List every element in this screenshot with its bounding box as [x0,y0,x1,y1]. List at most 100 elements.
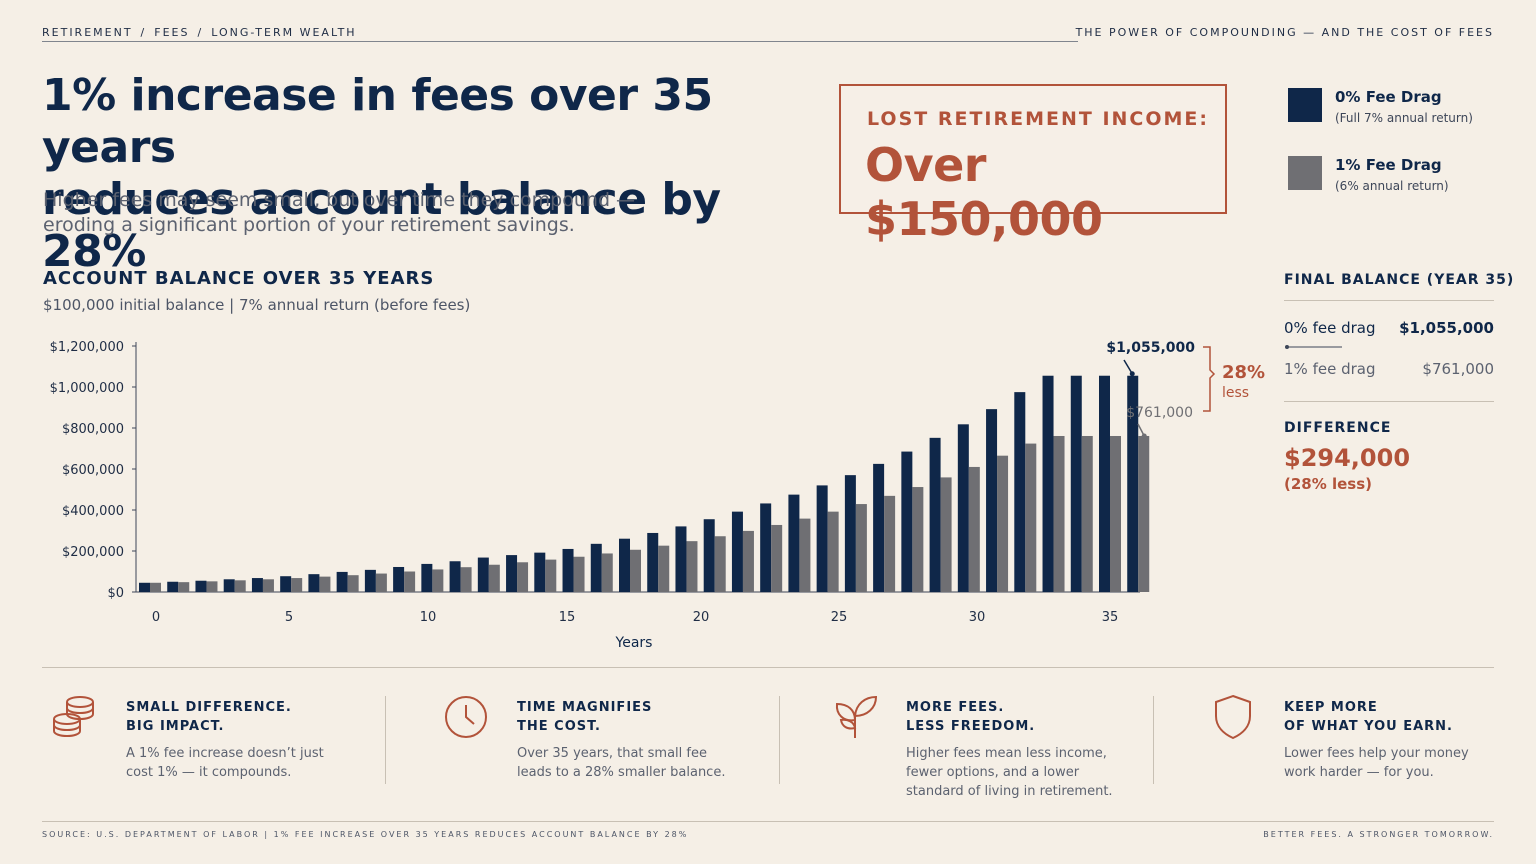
bar-fee [997,455,1009,592]
bar-no-fee [788,494,800,592]
y-tick-label: $1,200,000 [50,340,124,355]
feature-separator [385,696,386,784]
feature-text: A 1% fee increase doesn’t just cost 1% —… [126,746,324,780]
x-tick-label: 25 [831,610,848,625]
breadcrumb-item[interactable]: RETIREMENT [42,26,133,39]
x-tick-label: 30 [969,610,986,625]
breadcrumb-separator: / [140,26,147,39]
annotation-percent-word: less [1222,385,1249,401]
bar-fee [968,466,980,592]
bar-no-fee [619,538,630,592]
page-subtitle: Higher fees may seem small, but over tim… [43,188,643,238]
final-balance-row-fee: 1% fee drag $761,000 [1284,360,1494,378]
x-tick-label: 20 [693,610,710,625]
lost-income-value: Over $150,000 [865,138,1103,246]
legend-name-no-fee: 0% Fee Drag [1335,88,1442,106]
bar-no-fee [590,543,602,592]
bar-fee [178,582,190,592]
breadcrumb-item[interactable]: FEES [154,26,190,39]
annotation-dot [1129,371,1135,377]
bar-no-fee [280,576,292,592]
bar-no-fee [1070,375,1082,592]
bar-fee [375,573,387,592]
bar-fee [517,562,529,592]
bar-no-fee [703,519,715,592]
bar-fee [1053,435,1065,592]
bar-fee [742,530,754,592]
bar-fee [630,549,641,592]
bar-no-fee [167,581,179,592]
feature-separator [779,696,780,784]
bar-no-fee [251,578,263,592]
final-balance-row-no-fee: 0% fee drag $1,055,000 [1284,319,1494,337]
bar-fee [460,567,472,592]
page-tagline: THE POWER OF COMPOUNDING — AND THE COST … [1075,26,1494,39]
y-tick-label: $600,000 [62,463,124,478]
bar-fee [234,580,246,592]
bar-no-fee [364,569,376,592]
y-tick-label: $0 [107,586,124,601]
feature-small-difference: SMALL DIFFERENCE. BIG IMPACT. A 1% fee i… [50,694,370,804]
title-line-1: 1% increase in fees over 35 years [42,70,713,173]
final-balance-label: 1% fee drag [1284,360,1376,378]
bar-fee [1025,443,1037,592]
bar-no-fee [139,582,150,592]
y-tick-label: $800,000 [62,422,124,437]
legend-swatch-fee [1288,156,1322,190]
bar-fee [262,579,274,592]
page-title: 1% increase in fees over 35 years reduce… [42,70,822,278]
y-tick-label: $400,000 [62,504,124,519]
bar-no-fee [1042,375,1054,592]
breadcrumb-separator: / [197,26,204,39]
annotation-percent: 28% [1222,362,1265,383]
annotation-top-value: $1,055,000 [1106,340,1195,356]
bar-no-fee [308,574,320,592]
difference-percent: (28% less) [1284,475,1373,493]
footer-divider [42,821,1494,822]
bar-no-fee [562,548,574,592]
bar-fee [347,575,359,592]
bar-fee [573,556,585,592]
lost-income-label: LOST RETIREMENT INCOME: [867,108,1210,130]
difference-divider [1284,401,1494,402]
x-tick-label: 0 [152,610,160,625]
bar-no-fee [449,561,461,592]
bar-fee [884,495,896,592]
feature-text: Over 35 years, that small fee leads to a… [517,746,726,780]
bar-fee [771,524,783,592]
top-bar: RETIREMENT / FEES / LONG-TERM WEALTH THE POW… [42,26,1494,44]
feature-text: Higher fees mean less income, fewer opti… [906,746,1113,799]
bar-no-fee [336,571,348,592]
bar-no-fee [223,579,235,592]
feature-title: SMALL DIFFERENCE. BIG IMPACT. [126,700,292,734]
clock-icon [445,696,487,738]
footer-source: SOURCE: U.S. DEPARTMENT OF LABOR | 1% FE… [42,830,689,839]
bar-fee [658,545,670,592]
sprout-icon [835,695,878,738]
breadcrumb-item[interactable]: LONG-TERM WEALTH [211,26,357,39]
bar-no-fee [1127,375,1139,592]
bar-fee [404,571,416,592]
y-tick-label: $200,000 [62,545,124,560]
footer-tagline: BETTER FEES. A STRONGER TOMORROW. [1263,830,1494,839]
bar-no-fee [421,563,433,592]
feature-time-magnifies: TIME MAGNIFIES THE COST. Over 35 years, … [443,694,763,804]
feature-separator [1153,696,1154,784]
lost-income-callout: LOST RETIREMENT INCOME: Over $150,000 [839,84,1227,246]
coins-icon [53,696,94,738]
chart-legend: 0% Fee Drag (Full 7% annual return) 1% F… [1288,86,1518,206]
bar-no-fee [647,532,659,592]
feature-keep-more: KEEP MORE OF WHAT YOU EARN. Lower fees h… [1212,694,1502,804]
bar-no-fee [534,552,546,592]
feature-title: KEEP MORE OF WHAT YOU EARN. [1284,700,1453,734]
annotation-bottom-value: $761,000 [1126,405,1193,421]
x-tick-label: 10 [420,610,437,625]
annotation-dot [1141,433,1147,439]
bar-fee [601,553,613,592]
bar-fee [206,581,218,592]
bar-fee [940,477,952,592]
final-balance-title: FINAL BALANCE (YEAR 35) [1284,272,1515,288]
difference-title: DIFFERENCE [1284,420,1392,436]
feature-more-fees: MORE FEES. LESS FREEDOM. Higher fees mea… [833,694,1153,804]
chart-title: ACCOUNT BALANCE OVER 35 YEARS [43,268,435,289]
